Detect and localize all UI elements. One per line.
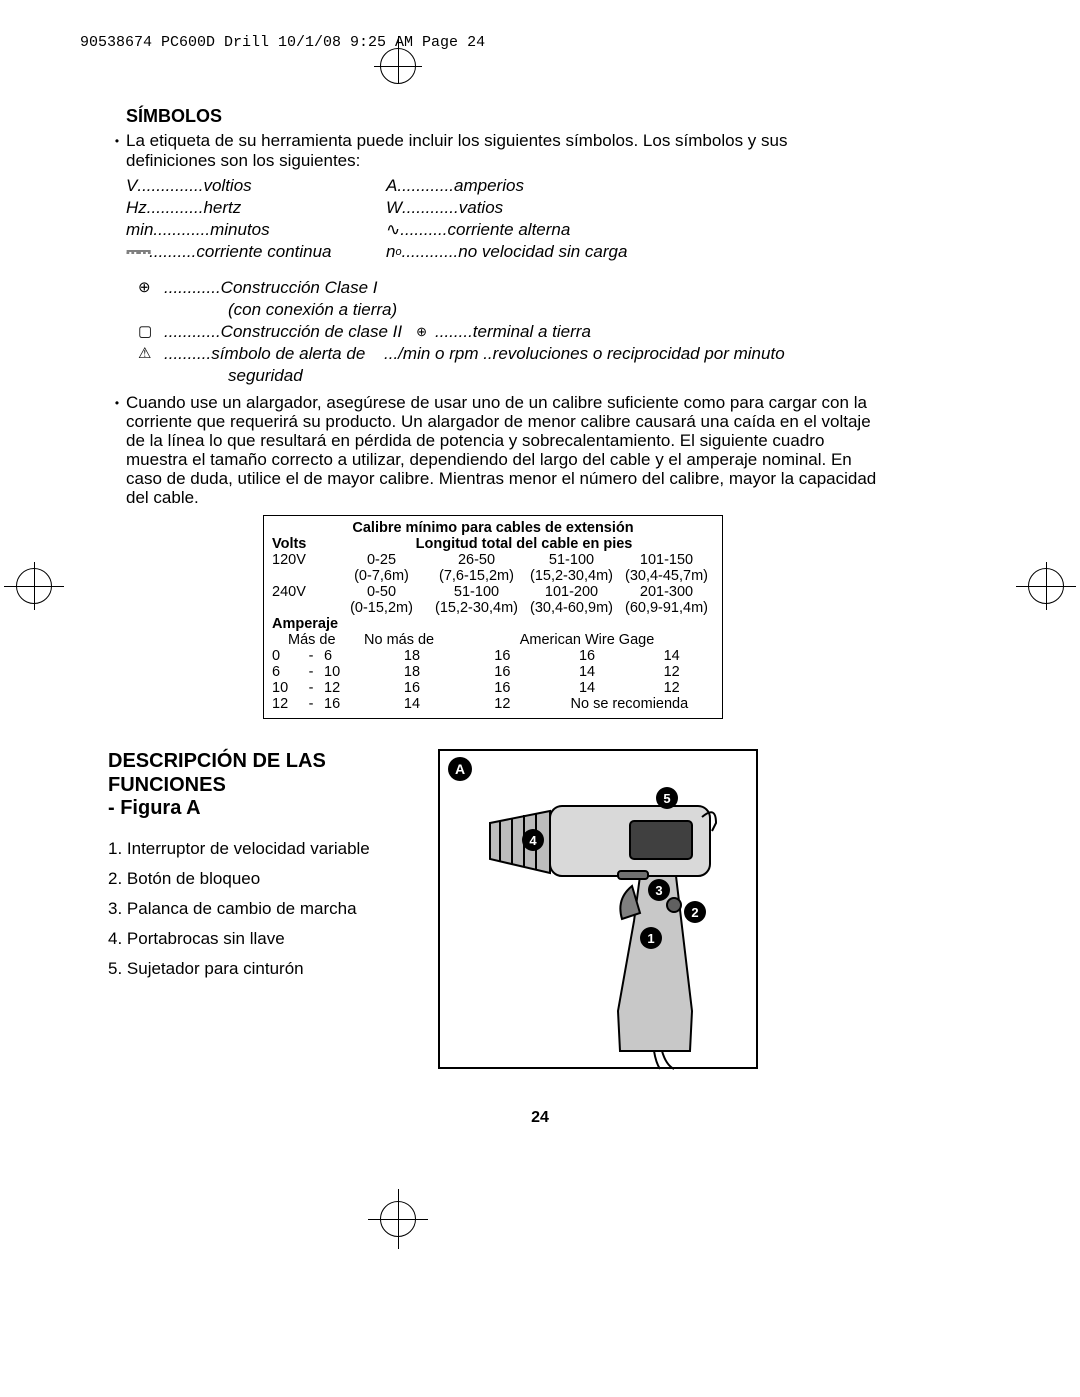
callout-1: 1 <box>640 927 662 949</box>
class1-icon: ⊕ <box>138 277 164 299</box>
list-item: 5. Sujetador para cinturón <box>108 954 398 984</box>
callout-3: 3 <box>648 879 670 901</box>
bullet-dot: • <box>108 393 126 507</box>
figure-label-a: A <box>448 757 472 781</box>
class-construction-block: ⊕ ............Construcción Clase I (con … <box>138 277 878 387</box>
gauge-table: Calibre mínimo para cables de extensión … <box>263 515 723 719</box>
callout-2: 2 <box>684 901 706 923</box>
page-number: 24 <box>0 1109 1080 1127</box>
symbol-row: ⎓⎓ ..........corriente continua no......… <box>126 241 878 263</box>
intro-bullet: • La etiqueta de su herramienta puede in… <box>108 131 878 171</box>
warning-icon: ⚠ <box>138 343 164 365</box>
table-row: 0-618161614 <box>272 648 714 664</box>
list-item: 3. Palanca de cambio de marcha <box>108 894 398 924</box>
symbol-row: V ..............voltios A ............am… <box>126 175 878 197</box>
cord-paragraph: • Cuando use un alargador, asegúrese de … <box>108 393 878 507</box>
list-item: 1. Interruptor de velocidad variable <box>108 834 398 864</box>
intro-text: La etiqueta de su herramienta puede incl… <box>126 131 878 171</box>
table-row: 12-161412No se recomienda <box>272 696 714 712</box>
crop-mark-right <box>1028 568 1064 604</box>
table-row: 6-1018161412 <box>272 664 714 680</box>
funciones-list: 1. Interruptor de velocidad variable 2. … <box>108 834 398 984</box>
funciones-title: DESCRIPCIÓN DE LAS FUNCIONES <box>108 749 398 797</box>
bullet-dot: • <box>108 131 126 171</box>
funciones-section: DESCRIPCIÓN DE LAS FUNCIONES - Figura A … <box>108 749 878 1069</box>
gauge-data-rows: 0-6181616146-101816141210-121616141212-1… <box>272 648 714 712</box>
ground-terminal-icon: ⊕ <box>416 321 427 343</box>
list-item: 2. Botón de bloqueo <box>108 864 398 894</box>
figure-a: A <box>438 749 758 1069</box>
symbol-row: min............minutos ∿ ..........corri… <box>126 219 878 241</box>
callout-4: 4 <box>522 829 544 851</box>
callout-5: 5 <box>656 787 678 809</box>
print-header: 90538674 PC600D Drill 10/1/08 9:25 AM Pa… <box>80 34 485 51</box>
class2-icon: ▢ <box>138 321 164 343</box>
symbol-definitions: V ..............voltios A ............am… <box>126 175 878 263</box>
crop-mark-left <box>16 568 52 604</box>
funciones-subtitle: - Figura A <box>108 797 398 820</box>
list-item: 4. Portabrocas sin llave <box>108 924 398 954</box>
crop-mark-bottom <box>380 1201 416 1237</box>
symbol-row: Hz ............hertz W ............vatio… <box>126 197 878 219</box>
table-row: 10-1216161412 <box>272 680 714 696</box>
page-content: SÍMBOLOS • La etiqueta de su herramienta… <box>108 106 878 1069</box>
crop-mark-top <box>380 48 416 84</box>
drill-illustration <box>440 751 760 1071</box>
section-title-simbolos: SÍMBOLOS <box>126 106 878 127</box>
dc-icon: ⎓⎓ <box>126 241 149 263</box>
